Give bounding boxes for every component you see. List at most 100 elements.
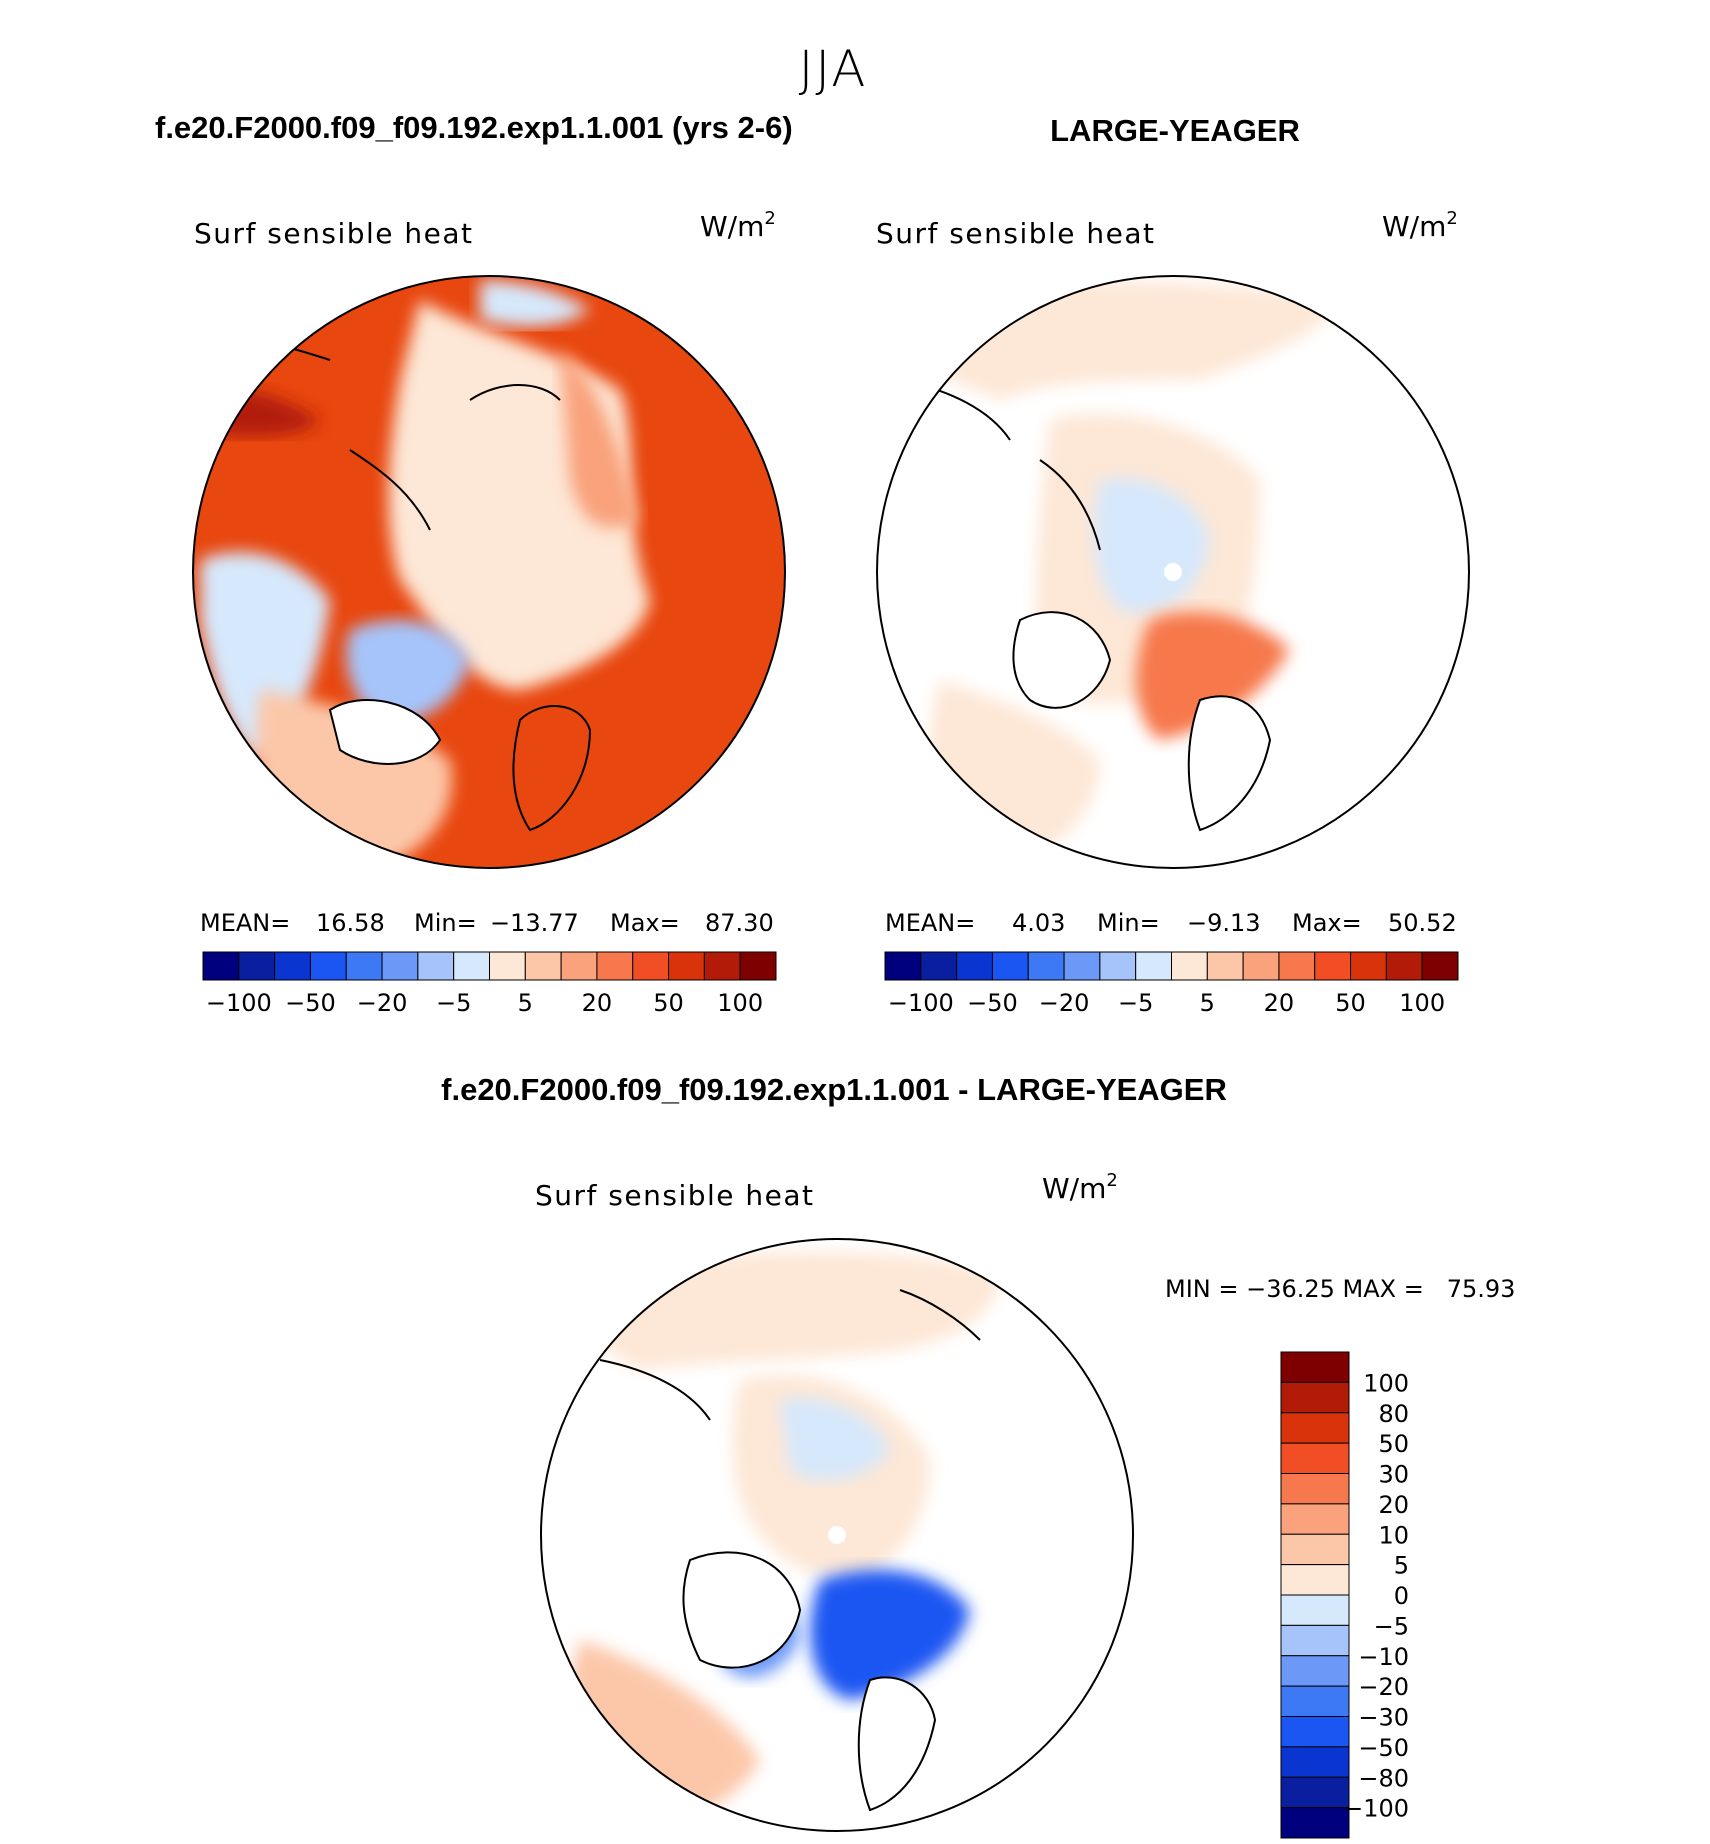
colorbar-tick-label: 20 — [1264, 989, 1295, 1017]
colorbar-tick-label: 10 — [1378, 1521, 1409, 1549]
colorbar-swatch — [453, 951, 490, 981]
colorbar-tick-label: −5 — [1374, 1612, 1409, 1640]
colorbar-tick-label: −10 — [1358, 1643, 1409, 1671]
colorbar-swatch — [1206, 951, 1244, 981]
colorbar-tick-label: 5 — [518, 989, 533, 1017]
colorbar-swatch — [489, 951, 526, 981]
right-panel-title: LARGE-YEAGER — [1050, 113, 1300, 148]
map-panel-difference: Surf sensible heat W/m2 MIN = −36.25 MAX… — [535, 1170, 1515, 1839]
colorbar-right: −100 −50 −20 −5 5 20 50 100 — [884, 951, 1459, 1017]
colorbar-tick-label: 5 — [1394, 1552, 1409, 1580]
stat-max-value: 50.52 — [1388, 909, 1457, 937]
colorbar-tick-label: −20 — [357, 989, 408, 1017]
map-field — [541, 1239, 1133, 1831]
colorbar-tick-label: 50 — [1335, 989, 1366, 1017]
figure-title: JJA — [799, 40, 868, 98]
stat-max-value: 87.30 — [705, 909, 774, 937]
stat-min-value: −9.13 — [1187, 909, 1261, 937]
stat-mean-label: MEAN= — [885, 909, 975, 937]
map-panel-right: Surf sensible heat W/m2 MEAN= 4.03 Min= … — [876, 208, 1470, 1017]
stat-mean-label: MEAN= — [200, 909, 290, 937]
colorbar-tick-label: 50 — [1378, 1430, 1409, 1458]
colorbar-swatch — [202, 951, 240, 981]
colorbar-swatch — [1280, 1564, 1350, 1596]
colorbar-swatch — [1171, 951, 1208, 981]
colorbar-swatch — [1280, 1746, 1350, 1778]
colorbar-tick-label: −5 — [436, 989, 471, 1017]
colorbar-tick-label: −30 — [1358, 1704, 1409, 1732]
variable-label: Surf sensible heat — [194, 217, 474, 250]
colorbar-swatch — [1280, 1503, 1350, 1535]
colorbar-tick-label: −100 — [888, 989, 954, 1017]
colorbar-swatch — [238, 951, 276, 981]
colorbar-tick-label: 20 — [1378, 1491, 1409, 1519]
stat-max-label: Max= — [1292, 909, 1362, 937]
colorbar-swatch — [920, 951, 958, 981]
colorbar-tick-label: 100 — [1399, 989, 1445, 1017]
colorbar-swatch — [1280, 1685, 1350, 1717]
colorbar-swatch — [596, 951, 634, 981]
colorbar-swatch — [1385, 951, 1423, 981]
stat-min-max: MIN = −36.25 MAX = 75.93 — [1165, 1275, 1515, 1303]
map-field — [877, 276, 1469, 868]
colorbar-tick-label: −20 — [1358, 1673, 1409, 1701]
units-label: W/m2 — [1042, 1170, 1118, 1205]
colorbar-swatch — [1421, 951, 1459, 981]
variable-label: Surf sensible heat — [876, 217, 1156, 250]
colorbar-swatch — [1350, 951, 1387, 981]
colorbar-tick-label: 100 — [1363, 1369, 1409, 1397]
map-boundary — [192, 275, 786, 869]
colorbar-tick-label: −80 — [1358, 1764, 1409, 1792]
map-boundary — [876, 275, 1470, 869]
units-label: W/m2 — [700, 208, 776, 243]
colorbar-swatch — [1280, 1624, 1350, 1657]
colorbar-tick-label: −100 — [206, 989, 272, 1017]
colorbar-swatch — [1242, 951, 1280, 981]
units-label: W/m2 — [1382, 208, 1458, 243]
colorbar-swatch — [1099, 951, 1137, 981]
stat-mean-value: 4.03 — [1012, 909, 1065, 937]
colorbar-tick-label: 30 — [1378, 1461, 1409, 1489]
diff-panel-title: f.e20.F2000.f09_f09.192.exp1.1.001 - LAR… — [441, 1072, 1227, 1107]
colorbar-swatch — [560, 951, 598, 981]
colorbar-tick-label: 20 — [582, 989, 613, 1017]
colorbar-swatch — [1280, 1716, 1350, 1748]
colorbar-swatch — [1280, 1351, 1350, 1383]
colorbar-swatch — [524, 951, 562, 981]
map-panel-left: Surf sensible heat W/m2 MEAN= 16.58 Min=… — [192, 208, 786, 1017]
colorbar-swatch — [1280, 1442, 1350, 1474]
map-boundary — [540, 1238, 1134, 1832]
colorbar-tick-label: 5 — [1200, 989, 1215, 1017]
colorbar-swatch — [1135, 951, 1172, 981]
colorbar-swatch — [632, 951, 670, 981]
colorbar-swatch — [381, 951, 419, 981]
colorbar-swatch — [345, 951, 383, 981]
colorbar-swatch — [1280, 1655, 1350, 1687]
colorbar-swatch — [739, 951, 777, 981]
colorbar-tick-label: −50 — [1358, 1734, 1409, 1762]
colorbar-swatch — [991, 951, 1029, 981]
colorbar-tick-label: 0 — [1394, 1582, 1409, 1610]
stat-min-value: −13.77 — [490, 909, 579, 937]
variable-label: Surf sensible heat — [535, 1179, 815, 1212]
colorbar-swatch — [1280, 1594, 1350, 1626]
colorbar-left: −100 −50 −20 −5 5 20 50 100 — [202, 951, 777, 1017]
colorbar-swatch — [1280, 1412, 1350, 1444]
colorbar-tick-label: −50 — [285, 989, 336, 1017]
colorbar-swatch — [1063, 951, 1101, 981]
colorbar-tick-label: −5 — [1118, 989, 1153, 1017]
colorbar-swatch — [417, 951, 455, 981]
colorbar-tick-label: −100 — [1343, 1795, 1409, 1823]
stat-max-label: Max= — [610, 909, 680, 937]
colorbar-swatch — [956, 951, 993, 981]
stat-min-label: Min= — [1097, 909, 1160, 937]
colorbar-swatch — [1280, 1473, 1350, 1505]
colorbar-swatch — [703, 951, 741, 981]
stat-mean-value: 16.58 — [316, 909, 385, 937]
colorbar-swatch — [1278, 951, 1316, 981]
colorbar-swatch — [1280, 1381, 1350, 1414]
stat-min-label: Min= — [414, 909, 477, 937]
colorbar-tick-label: −50 — [967, 989, 1018, 1017]
